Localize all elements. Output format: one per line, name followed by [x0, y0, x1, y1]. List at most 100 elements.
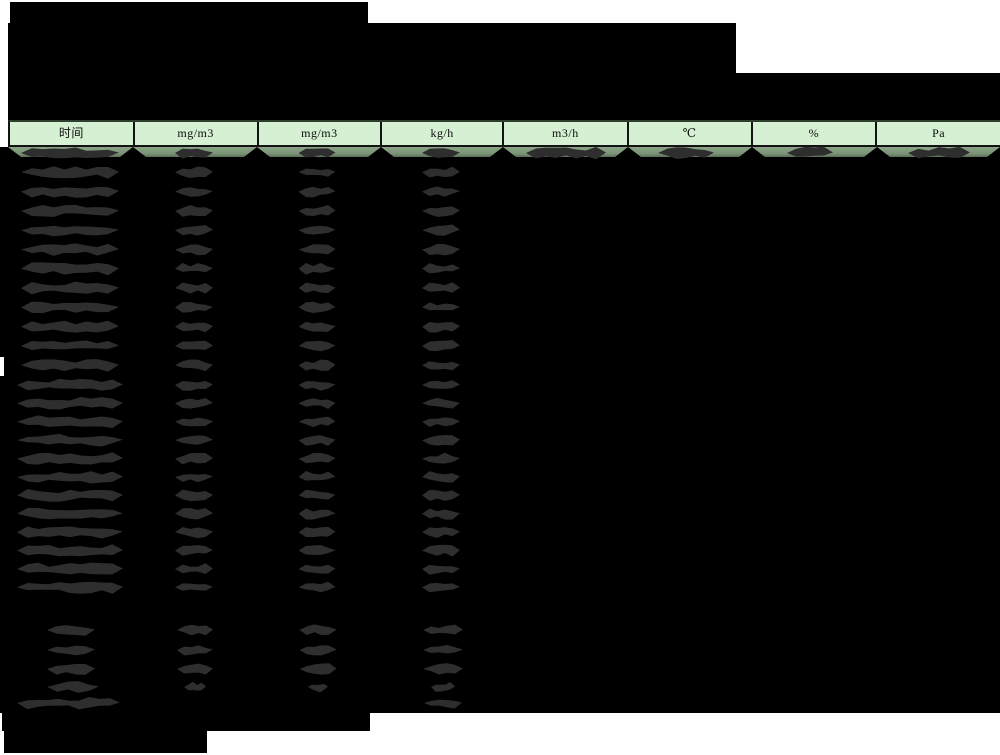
redacted-value-blob [422, 340, 460, 351]
redacted-value-blob [17, 562, 123, 575]
redacted-value-blob [526, 146, 606, 160]
redacted-value-blob [299, 624, 337, 636]
green-band-segment [877, 147, 1000, 157]
redacted-value-blob [422, 361, 460, 371]
redacted-value-blob [175, 508, 213, 520]
redacted-value-blob [175, 282, 213, 294]
redacted-value-blob [175, 473, 213, 483]
header-cell-mgm3-1: mg/m3 [134, 122, 259, 145]
redacted-value-blob [299, 663, 337, 675]
redacted-value-blob [423, 645, 463, 654]
redacted-value-blob [298, 544, 336, 555]
redacted-value-blob [298, 526, 336, 538]
redacted-value-blob [21, 262, 119, 276]
redaction-block [2, 713, 370, 731]
redacted-value-blob [175, 244, 213, 256]
redacted-value-blob [308, 684, 328, 693]
redacted-value-blob [422, 544, 460, 557]
redacted-value-blob [298, 435, 336, 447]
page-edge-notch [0, 357, 4, 376]
header-cell-kgh: kg/h [382, 122, 504, 145]
header-cell-mgm3-2: mg/m3 [258, 122, 383, 145]
redacted-value-blob [21, 340, 119, 350]
redacted-value-blob [175, 340, 213, 350]
redacted-value-blob [17, 489, 123, 502]
redacted-value-blob [177, 663, 213, 675]
redacted-value-blob [424, 699, 462, 709]
redacted-value-blob [17, 581, 123, 594]
redacted-value-blob [175, 302, 213, 313]
redacted-value-blob [298, 262, 336, 275]
redacted-value-blob [21, 204, 119, 217]
redacted-value-blob [422, 148, 460, 158]
green-band-segment [381, 147, 503, 157]
redacted-value-blob [47, 625, 95, 636]
redacted-value-blob [298, 581, 336, 593]
redacted-value-blob [17, 433, 123, 447]
redacted-value-blob [175, 583, 213, 591]
redacted-value-blob [175, 148, 213, 159]
green-band-segment [752, 147, 877, 157]
redacted-value-blob [422, 527, 460, 538]
redacted-value-blob [298, 340, 336, 352]
redacted-value-blob [422, 452, 460, 464]
redacted-value-blob [175, 166, 213, 179]
green-band-segment [257, 147, 381, 157]
redacted-value-blob [175, 489, 213, 501]
redacted-value-blob [21, 187, 119, 198]
green-band-segment [503, 147, 628, 157]
header-cell-pa: Pa [877, 122, 1000, 145]
header-cell-time: 时间 [10, 122, 135, 145]
redacted-value-blob [422, 471, 460, 483]
redaction-block [8, 23, 736, 73]
redacted-value-blob [422, 489, 460, 501]
redacted-value-blob [298, 204, 336, 217]
redacted-value-blob [175, 435, 213, 445]
redaction-block [10, 2, 368, 23]
redacted-value-blob [21, 166, 119, 179]
redacted-value-blob [21, 281, 119, 295]
redacted-value-blob [175, 321, 213, 333]
redacted-value-blob [17, 397, 123, 410]
redacted-value-blob [17, 507, 123, 520]
redacted-value-blob [422, 321, 460, 333]
redaction-block [4, 731, 207, 753]
redacted-value-blob [17, 452, 123, 465]
redacted-value-blob [177, 645, 213, 656]
redacted-value-blob [658, 147, 714, 159]
redacted-value-blob [422, 397, 460, 409]
redacted-value-blob [298, 452, 336, 464]
redacted-value-blob [175, 205, 213, 217]
redacted-value-blob [422, 564, 460, 575]
redacted-value-blob [175, 563, 213, 575]
redacted-value-blob [298, 508, 336, 520]
redacted-value-blob [423, 624, 463, 635]
header-cell-m3h: m3/h [504, 122, 629, 145]
redacted-value-blob [422, 582, 460, 593]
redacted-value-blob [175, 397, 213, 409]
redacted-value-blob [422, 166, 460, 178]
redacted-value-blob [17, 415, 123, 428]
redacted-value-blob [298, 321, 336, 332]
redacted-value-blob [175, 545, 213, 556]
redacted-value-blob [175, 417, 213, 427]
redacted-value-blob [184, 681, 206, 691]
green-band-segment [8, 147, 133, 157]
redacted-value-blob [175, 359, 213, 372]
redacted-value-blob [17, 471, 123, 484]
redacted-value-blob [298, 489, 336, 500]
redacted-value-blob [21, 320, 119, 333]
redacted-value-blob [298, 168, 336, 177]
redacted-value-blob [21, 359, 119, 372]
green-band-segment [133, 147, 257, 157]
redacted-value-blob [21, 243, 119, 256]
redacted-value-blob [21, 301, 119, 314]
redacted-value-blob [422, 417, 460, 427]
redacted-value-blob [175, 225, 213, 236]
redacted-value-blob [17, 544, 123, 557]
redacted-value-blob [21, 147, 119, 159]
redacted-value-blob [422, 435, 460, 446]
